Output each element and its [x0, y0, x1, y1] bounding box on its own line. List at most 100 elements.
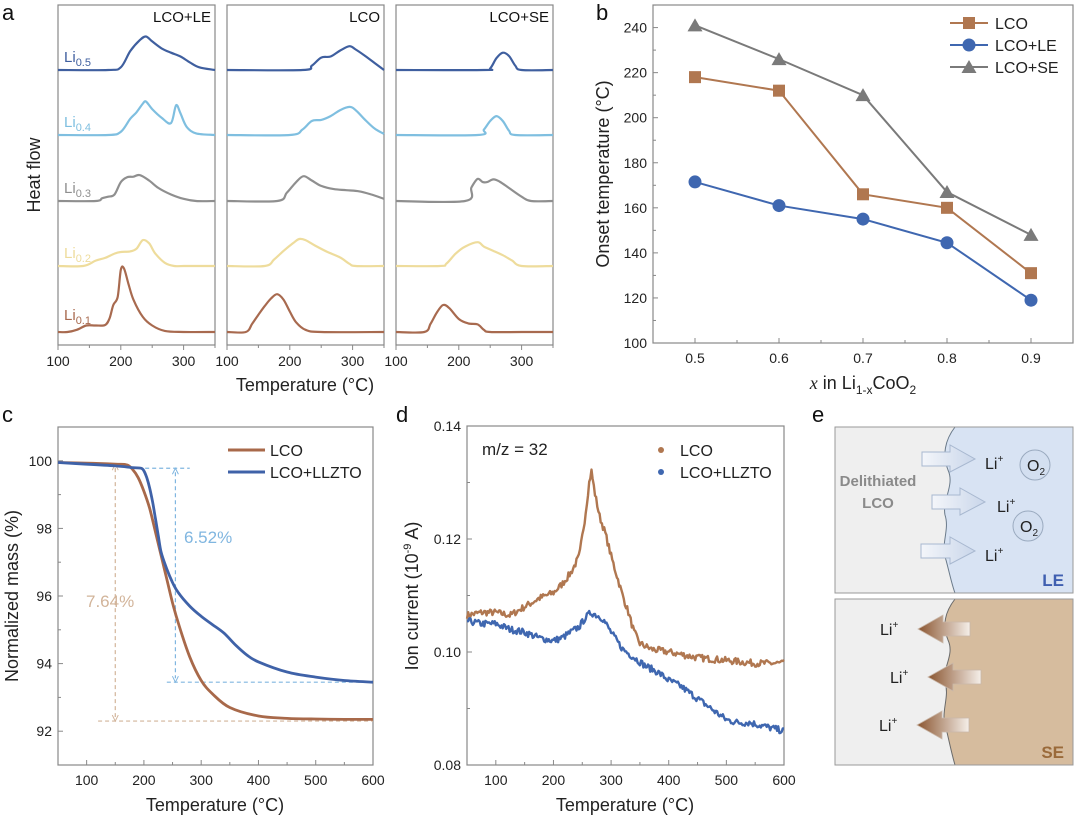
x-var: x — [809, 373, 818, 393]
legend-c: LCO LCO+LLZTO — [228, 443, 362, 482]
y-axis-label-a: Heat flow — [24, 136, 44, 212]
y-tick-label: 0.14 — [434, 418, 461, 434]
dsc-curve-Li02 — [226, 237, 385, 268]
x-tick-label: 100 — [215, 353, 239, 369]
data-point — [772, 199, 786, 213]
ms-series-lco-llzto — [466, 609, 784, 735]
legend-item: LCO — [658, 443, 713, 460]
li-ion-label: Li+ — [880, 620, 898, 639]
delithiated-label: Delithiated — [840, 473, 917, 490]
x-axis-label-a: Temperature (°C) — [236, 375, 374, 395]
schematic-se-box: Li+ Li+ Li+ SE — [834, 598, 1074, 766]
legend-marker — [963, 17, 975, 29]
o2-label: O2 — [1020, 519, 1038, 539]
li-ion-label: Li+ — [985, 454, 1003, 473]
x-tick-label: 300 — [172, 353, 196, 369]
offset-label-sub: 0.5 — [76, 57, 91, 69]
x-ticks-d: 100 200 300 400 500 600 — [466, 760, 796, 788]
subplot-lco-se: 100 200 300 LCO+SE — [384, 4, 554, 369]
y-axis-label-d: Ion current (10-9 A) — [402, 522, 422, 671]
dsc-curve-Li01 — [57, 265, 216, 334]
plot-frame-b — [652, 4, 1074, 344]
offset-label-sub: 0.4 — [76, 122, 91, 134]
x-tick-label: 200 — [132, 772, 156, 788]
annotation-label-llzto: 6.52% — [184, 528, 232, 547]
panel-a-dsc: a Heat flow 100 200 300 LCO+LE 100 200 300 LCO… — [2, 0, 554, 395]
x-tick-label: 500 — [715, 772, 739, 788]
x-tick-label: 300 — [510, 353, 534, 369]
legend-item: LCO+LE — [950, 38, 1057, 55]
offset-label-base: Li — [64, 49, 76, 66]
dsc-curve-Li04 — [395, 115, 554, 137]
lco-label: LCO — [862, 495, 894, 512]
dsc-curve-Li01 — [395, 303, 553, 334]
arrow-right-2 — [931, 487, 987, 516]
se-label: SE — [1041, 743, 1064, 762]
offset-label-base: Li — [64, 307, 76, 324]
legend-item: LCO+LLZTO — [658, 465, 772, 482]
offset-label: Li0.3 — [64, 180, 91, 200]
x-axis-label-c: Temperature (°C) — [146, 795, 284, 815]
dsc-curve-Li03 — [226, 175, 385, 203]
y-tick-label: 240 — [624, 20, 648, 36]
o2-bubble-icon — [1012, 510, 1044, 542]
plot-frame — [57, 4, 216, 346]
x-ticks-b: 0.5 0.6 0.7 0.8 0.9 — [652, 338, 1074, 366]
x-tick-label: 600 — [361, 772, 385, 788]
dsc-curve-Li04 — [226, 105, 385, 137]
tga-curve-lco-llzto — [57, 461, 374, 684]
series-lco-se — [687, 18, 1039, 241]
x-axis-label-b: x in Li1-xCoO2 — [809, 373, 917, 397]
series-d — [465, 468, 785, 735]
offset-label: Li0.1 — [64, 307, 91, 327]
legend-item: LCO — [228, 443, 303, 460]
dsc-curve-Li03 — [57, 173, 216, 203]
right-arrow-icon — [921, 444, 977, 473]
legend-marker — [658, 447, 664, 453]
ms-series-lco — [465, 468, 785, 668]
y-tick-label: 160 — [624, 200, 648, 216]
dsc-curve-Li01 — [226, 293, 385, 334]
li-ion-label: Li+ — [985, 546, 1003, 565]
data-point — [1025, 267, 1037, 280]
offset-label: Li0.4 — [64, 114, 91, 134]
series-lco — [689, 71, 1037, 280]
data-point — [857, 188, 869, 201]
legend-marker — [962, 38, 976, 52]
dsc-curve-Li03 — [395, 177, 554, 204]
legend-label: LCO+LE — [995, 38, 1057, 55]
x-tick-label: 600 — [772, 772, 796, 788]
legend-item: LCO+SE — [950, 60, 1059, 77]
y-tick-label: 98 — [36, 520, 52, 536]
y-tick-label: 220 — [624, 65, 648, 81]
arrow-left-2 — [927, 662, 982, 692]
o2-bubble-icon — [1019, 449, 1051, 481]
series-lco-le — [688, 175, 1038, 307]
data-point — [687, 18, 703, 32]
panel-letter-b: b — [596, 0, 608, 25]
subplot-title: LCO+SE — [489, 9, 549, 26]
legend-item: LCO — [950, 16, 1028, 33]
arrow-left-3 — [916, 710, 970, 740]
right-arrow-icon — [920, 536, 977, 565]
panel-e-schematic: e Delithiated LCO Li+ Li+ Li+ O2 — [812, 402, 1074, 766]
x-tick-label: 0.6 — [769, 350, 789, 366]
legend-label: LCO+LLZTO — [270, 465, 362, 482]
y-ticks-d: 0.08 0.10 0.12 0.14 — [434, 418, 472, 773]
x-tick-label: 200 — [109, 353, 133, 369]
legend-item: LCO+LLZTO — [228, 465, 362, 482]
offset-label-base: Li — [64, 180, 76, 197]
x-tick-label: 0.7 — [853, 350, 873, 366]
y-axis-label-c: Normalized mass (%) — [2, 510, 22, 682]
li-ion-label: Li+ — [997, 497, 1015, 516]
tga-curve-lco — [57, 461, 373, 721]
offset-label-sub: 0.2 — [76, 253, 91, 265]
y-tick-label: 180 — [624, 155, 648, 171]
data-point — [940, 236, 954, 250]
mz-annotation: m/z = 32 — [482, 440, 548, 459]
x-label-sub: 1-x — [856, 383, 873, 397]
top-box-border — [834, 426, 1074, 594]
plot-frame — [226, 4, 385, 346]
x-tick-label: 100 — [384, 353, 408, 369]
right-arrow-icon — [931, 487, 987, 516]
